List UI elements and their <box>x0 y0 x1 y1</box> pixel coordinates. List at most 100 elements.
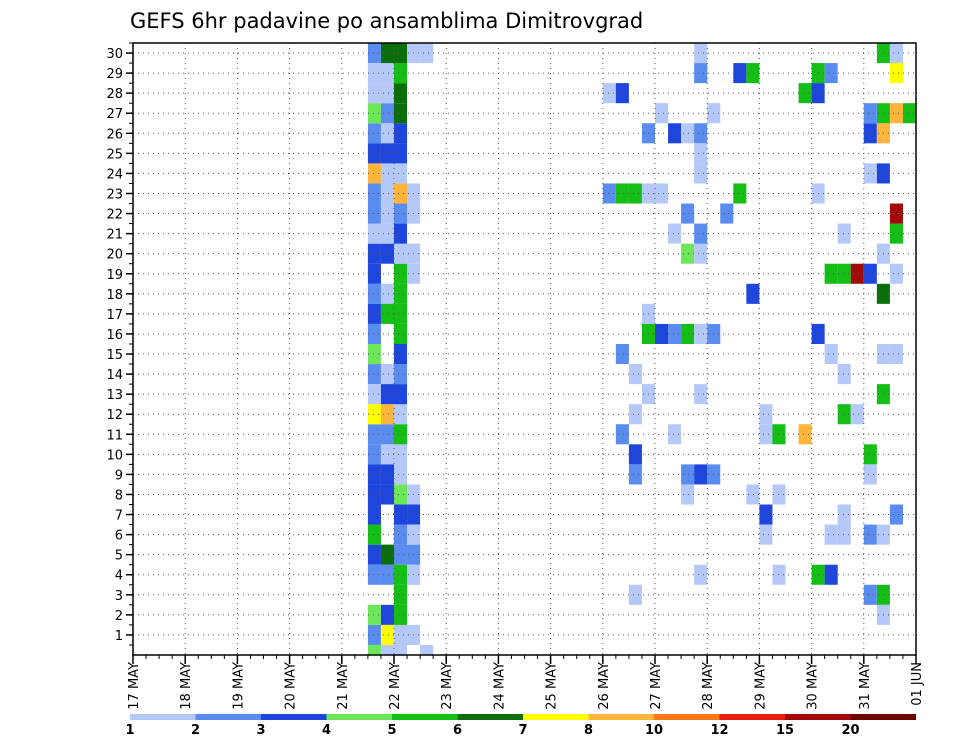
cell-member-23-step-36 <box>602 183 616 204</box>
x-tick-label: 26 MAY <box>597 662 612 710</box>
cell-member-26-step-41 <box>668 123 682 144</box>
cell-member-9-step-42 <box>681 464 695 485</box>
cell-member-19-step-58 <box>889 263 903 284</box>
cell-member-5-step-20 <box>394 544 408 565</box>
cell-member-30-step-22 <box>420 43 434 64</box>
cell-member-29-step-58 <box>889 63 903 84</box>
legend-label: 6 <box>453 723 462 738</box>
cell-member-29-step-43 <box>694 63 708 84</box>
legend-swatch <box>654 714 720 720</box>
cell-member-1-step-19 <box>380 624 394 645</box>
legend-swatch <box>195 714 261 720</box>
x-tick-label: 28 MAY <box>701 662 716 710</box>
cell-member-29-step-20 <box>394 63 408 84</box>
cell-member-13-step-18 <box>367 384 381 405</box>
cell-member-17-step-20 <box>394 303 408 324</box>
cell-member-22-step-18 <box>367 203 381 224</box>
cell-member-30-step-18 <box>367 43 381 64</box>
cell-member-15-step-58 <box>889 343 903 365</box>
x-tick-label: 25 MAY <box>545 662 560 710</box>
cell-member-29-step-46 <box>733 63 747 84</box>
cell-member-22-step-20 <box>394 203 408 224</box>
cell-member-23-step-19 <box>380 183 394 204</box>
cell-member-9-step-19 <box>380 464 394 485</box>
cell-member-21-step-20 <box>394 223 408 244</box>
cell-member-25-step-18 <box>367 143 381 164</box>
legend-label: 3 <box>256 723 265 738</box>
cell-member-20-step-43 <box>694 243 708 264</box>
x-tick-label: 24 MAY <box>492 662 507 710</box>
cell-member-0-step-22 <box>420 644 434 655</box>
y-tick-label: 27 <box>106 107 123 122</box>
y-tick-label: 25 <box>106 147 123 162</box>
y-tick-label: 20 <box>106 248 123 263</box>
y-tick-label: 9 <box>115 468 123 483</box>
cell-member-27-step-18 <box>367 103 381 124</box>
cell-member-30-step-20 <box>394 43 408 64</box>
cell-member-19-step-53 <box>824 263 838 284</box>
cell-member-26-step-56 <box>863 123 877 144</box>
cell-member-29-step-18 <box>367 63 381 84</box>
cell-member-6-step-20 <box>394 524 408 545</box>
cell-member-11-step-19 <box>380 424 394 445</box>
cell-member-29-step-47 <box>746 63 760 84</box>
y-tick-label: 11 <box>106 428 123 443</box>
cell-member-3-step-38 <box>628 584 642 605</box>
cell-member-12-step-20 <box>394 404 408 425</box>
cell-member-7-step-58 <box>889 504 903 525</box>
x-tick-label: 21 MAY <box>336 662 351 710</box>
cell-member-14-step-20 <box>394 364 408 385</box>
y-tick-label: 26 <box>106 127 123 142</box>
cell-member-24-step-19 <box>380 163 394 184</box>
cell-member-14-step-19 <box>380 364 394 385</box>
cell-member-20-step-19 <box>380 243 394 264</box>
cell-member-22-step-42 <box>681 203 695 224</box>
cell-member-16-step-40 <box>655 323 669 344</box>
cell-member-19-step-18 <box>367 263 381 284</box>
cell-member-30-step-58 <box>889 43 903 64</box>
cell-member-20-step-20 <box>394 243 408 264</box>
cell-member-17-step-19 <box>380 303 394 324</box>
y-tick-label: 28 <box>106 87 123 102</box>
cell-member-11-step-51 <box>798 424 812 445</box>
cell-member-6-step-48 <box>759 524 773 545</box>
cell-member-8-step-42 <box>681 484 695 505</box>
y-tick-label: 21 <box>106 228 123 243</box>
cell-member-21-step-41 <box>668 223 682 244</box>
x-tick-label: 19 MAY <box>231 662 246 710</box>
cell-member-17-step-18 <box>367 303 381 324</box>
cell-member-28-step-20 <box>394 83 408 104</box>
cell-member-5-step-18 <box>367 544 381 565</box>
y-tick-label: 19 <box>106 268 123 283</box>
y-tick-label: 7 <box>115 509 123 524</box>
cell-member-21-step-43 <box>694 223 708 244</box>
legend-label: 7 <box>518 723 527 738</box>
cell-member-15-step-20 <box>394 343 408 365</box>
cell-member-24-step-43 <box>694 163 708 184</box>
cell-member-22-step-45 <box>720 203 734 224</box>
y-tick-label: 29 <box>106 67 123 82</box>
y-tick-label: 8 <box>115 488 123 503</box>
cell-member-25-step-20 <box>394 143 408 164</box>
x-tick-label: 17 MAY <box>127 662 142 710</box>
cell-member-25-step-43 <box>694 143 708 164</box>
cell-member-4-step-43 <box>694 564 708 585</box>
cell-member-10-step-38 <box>628 444 642 465</box>
cell-member-5-step-19 <box>380 544 394 565</box>
cell-member-30-step-43 <box>694 43 708 64</box>
grid-lines <box>133 43 916 655</box>
cell-member-1-step-18 <box>367 624 381 645</box>
cell-member-26-step-19 <box>380 123 394 144</box>
cell-member-18-step-18 <box>367 283 381 304</box>
cell-member-11-step-37 <box>615 424 629 445</box>
y-tick-label: 12 <box>106 408 123 423</box>
y-tick-label: 6 <box>115 529 123 544</box>
cell-member-8-step-19 <box>380 484 394 505</box>
cell-member-27-step-56 <box>863 103 877 124</box>
cell-member-9-step-43 <box>694 464 708 485</box>
cell-member-4-step-19 <box>380 564 394 585</box>
cell-member-7-step-20 <box>394 504 408 525</box>
cell-member-16-step-42 <box>681 323 695 344</box>
cell-member-22-step-58 <box>889 203 903 224</box>
